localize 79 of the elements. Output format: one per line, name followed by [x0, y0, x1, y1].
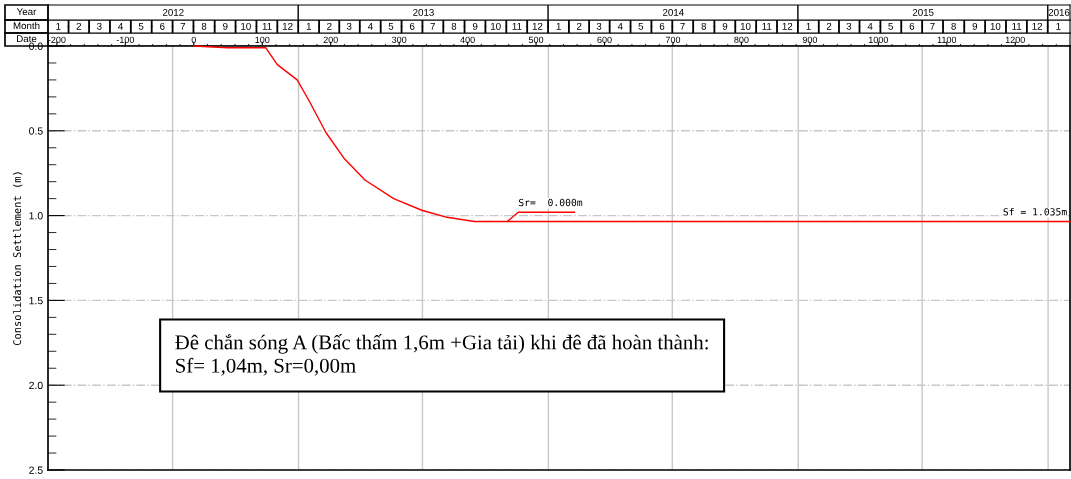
x2-tick-label: 8 [201, 22, 207, 30]
x2-tick-label: 3 [97, 22, 102, 30]
annotation: Đê chắn sóng A (Bấc thấm 1,6m +Gia tải) khi đê đã hoàn thành: Sf= 1,04m, Sr=0,00m [175, 334, 708, 376]
x2-tick-label: 4 [867, 22, 873, 30]
x2-tick-label: 12 [532, 22, 543, 30]
x2-tick-label: 3 [846, 22, 852, 30]
x-tick-label: -100 [116, 36, 135, 44]
x2-tick-label: 4 [118, 22, 123, 30]
y-tick-label: 0.5 [29, 127, 43, 135]
annotation: Sr= 0.000m [518, 198, 583, 207]
x-tick-label: 1200 [1005, 36, 1025, 44]
x2-tick-label: 12 [782, 22, 793, 30]
x2-tick-label: 11 [512, 22, 522, 30]
y-tick-label: 1.5 [29, 297, 43, 305]
x2-tick-label: 9 [223, 22, 228, 30]
x2-tick-label: 10 [241, 22, 251, 30]
x2-tick-label: 1 [1056, 22, 1061, 30]
text: 2015 [912, 8, 934, 16]
x-tick-label: 0 [191, 36, 196, 44]
x2-tick-label: 12 [1032, 22, 1043, 30]
x2-tick-label: 1 [56, 22, 61, 30]
x-tick-label: 100 [255, 36, 270, 44]
text: 2013 [413, 8, 434, 16]
x-tick-label: 900 [802, 36, 818, 44]
x2-tick-label: 3 [346, 22, 352, 30]
x2-tick-label: 11 [262, 22, 272, 30]
x2-tick-label: 2 [327, 22, 332, 30]
x2-tick-label: 5 [888, 22, 893, 30]
x2-tick-label: 8 [951, 22, 956, 30]
x2-tick-label: 3 [596, 22, 602, 30]
x2-tick-label: 6 [160, 22, 165, 30]
x2-tick-label: 11 [762, 22, 772, 30]
x2-tick-label: 12 [282, 22, 293, 30]
y-tick-label: 2.0 [29, 381, 43, 390]
x2-tick-label: 6 [909, 22, 915, 30]
x-tick-label: 400 [460, 36, 475, 44]
annotation: Sf = 1.035m [1003, 207, 1067, 216]
x2-tick-label: 7 [680, 22, 685, 30]
x2-tick-label: 6 [659, 22, 665, 30]
y-axis-title: Consolidation Settlement (m) [12, 172, 23, 346]
x2-tick-label: 4 [617, 22, 623, 30]
x2-tick-label: 6 [409, 22, 415, 30]
x-tick-label: 1000 [868, 36, 889, 44]
x2-tick-label: 5 [138, 22, 144, 30]
x2-tick-label: 7 [930, 22, 935, 30]
x-tick-label: 1100 [937, 36, 957, 44]
x2-tick-label: 11 [1012, 22, 1022, 30]
x2-tick-label: 4 [367, 22, 373, 30]
y-tick-label: 1.0 [29, 212, 43, 220]
x2-tick-label: 5 [388, 22, 394, 30]
x-tick-label: 600 [597, 36, 612, 44]
x2-tick-label: 1 [806, 22, 811, 30]
x2-tick-label: 9 [722, 22, 728, 30]
x2-tick-label: 10 [491, 22, 501, 30]
y-tick-label: 2.5 [29, 466, 43, 474]
x-tick-label: 300 [391, 36, 407, 44]
x2-tick-label: 8 [451, 22, 457, 30]
text: 2014 [662, 8, 684, 16]
x2-tick-label: 7 [430, 22, 435, 30]
x2-axis-title: Month [13, 21, 40, 30]
x-tick-label: 800 [734, 36, 749, 44]
text: Year [16, 8, 37, 16]
text: 2012 [162, 8, 184, 16]
x-tick-label: 500 [528, 36, 544, 44]
x2-tick-label: 1 [306, 22, 312, 30]
x-tick-label: 700 [665, 36, 681, 44]
x2-tick-label: 10 [740, 22, 751, 30]
x2-tick-label: 8 [701, 22, 707, 30]
x2-tick-label: 9 [972, 22, 978, 30]
x-axis-title: Date [17, 35, 37, 43]
x2-tick-label: 5 [638, 22, 644, 30]
x2-tick-label: 2 [76, 22, 82, 30]
x2-tick-label: 7 [180, 22, 186, 30]
x-tick-label: 200 [323, 36, 338, 44]
x2-tick-label: 10 [990, 22, 1001, 30]
x2-tick-label: 1 [556, 22, 561, 30]
x2-tick-label: 2 [576, 22, 582, 30]
x2-tick-label: 9 [472, 22, 478, 30]
x2-tick-label: 2 [826, 22, 832, 30]
